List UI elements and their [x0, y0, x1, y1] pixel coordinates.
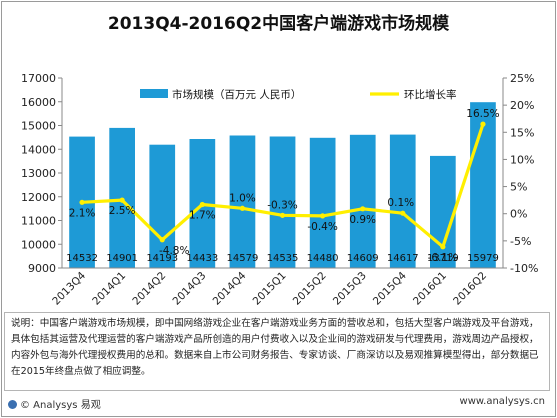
growth-value-label: 2.5% [109, 205, 136, 217]
growth-point [79, 199, 85, 205]
right-tick-label: 20% [510, 99, 534, 112]
growth-value-label: 2.1% [69, 207, 96, 219]
bar-value-label: 14901 [106, 253, 138, 264]
growth-value-label: -0.4% [307, 221, 337, 233]
x-tick-label: 2015Q2 [291, 270, 329, 308]
bar-value-label: 14579 [227, 253, 259, 264]
growth-point [400, 210, 406, 216]
bar [269, 136, 296, 268]
bar [470, 102, 496, 268]
growth-value-label: 16.5% [466, 108, 499, 120]
right-tick-label: 10% [510, 153, 534, 166]
x-tick-label: 2015Q4 [371, 269, 409, 307]
right-tick-label: 15% [510, 126, 534, 139]
x-tick-label: 2015Q1 [251, 270, 289, 308]
bar [149, 144, 176, 268]
left-tick-label: 16000 [21, 96, 56, 109]
right-tick-label: 25% [510, 72, 534, 85]
bar [349, 134, 376, 268]
x-tick-label: 2016Q1 [411, 270, 449, 308]
left-tick-label: 14000 [21, 143, 56, 156]
left-tick-label: 10000 [21, 238, 56, 251]
growth-point [199, 201, 205, 208]
x-tick-label: 2015Q3 [331, 270, 369, 308]
growth-point [159, 237, 165, 243]
bar-value-label: 14480 [307, 253, 339, 264]
growth-value-label: -6.1% [428, 252, 458, 264]
growth-value-label: 1.0% [229, 192, 256, 204]
growth-value-label: -0.3% [267, 199, 297, 211]
bar [229, 135, 256, 268]
growth-point [239, 205, 246, 211]
bar [309, 137, 336, 268]
right-tick-label: 0% [510, 208, 527, 221]
x-tick-label: 2014Q4 [211, 269, 249, 307]
left-tick-label: 11000 [21, 215, 56, 228]
combo-chart: 9000 10000 11000 12000 13000 14000 15000 16000 1… [21, 72, 538, 308]
note-box: 说明：中国客户端游戏市场规模，即中国网络游戏企业在客户端游戏业务方面的营收总和，… [4, 312, 550, 391]
growth-value-label: 1.7% [189, 209, 216, 221]
growth-point [360, 206, 366, 212]
growth-point [279, 212, 286, 218]
chart-note: 说明：中国客户端游戏市场规模，即中国网络游戏企业在客户端游戏业务方面的营收总和，… [11, 318, 539, 377]
bar-value-label: 14193 [146, 253, 178, 264]
right-tick-label: -10% [510, 262, 538, 275]
bar-value-label: 14609 [347, 253, 379, 264]
footer-url: www.analysys.cn [459, 396, 545, 407]
legend-bar-label: 市场规模（百万元 人民币） [172, 88, 301, 101]
bar-value-label: 15979 [467, 253, 499, 264]
legend-line-label: 环比增长率 [404, 88, 457, 101]
right-tick-label: -5% [510, 235, 531, 248]
bar-value-label: 14617 [387, 253, 419, 264]
x-tick-label: 2014Q1 [90, 270, 128, 308]
footer-brand-text: © Analysys 易观 [20, 400, 101, 411]
growth-point [480, 121, 486, 127]
x-tick-label: 2014Q2 [130, 270, 168, 308]
growth-point [119, 197, 125, 203]
bar-value-label: 13719 [427, 253, 459, 264]
analysys-logo-icon [8, 400, 17, 409]
growth-value-label: 0.1% [387, 197, 414, 209]
bar-value-label: 14535 [267, 253, 299, 264]
legend-bar-swatch [140, 89, 168, 98]
bar [389, 134, 416, 268]
bar-value-label: 14532 [66, 253, 98, 264]
growth-point [319, 213, 326, 219]
growth-value-label: -4.8% [159, 245, 189, 257]
left-tick-label: 12000 [21, 191, 56, 204]
left-tick-label: 13000 [21, 167, 56, 180]
bar-value-label: 14433 [186, 253, 218, 264]
footer-brand: © Analysys 易观 [8, 396, 101, 411]
x-tick-label: 2013Q4 [50, 269, 88, 307]
growth-point [440, 244, 446, 250]
left-tick-label: 15000 [21, 120, 56, 133]
growth-value-label: 0.9% [349, 214, 376, 226]
right-tick-label: 5% [510, 181, 527, 194]
x-tick-label: 2014Q3 [170, 270, 208, 308]
left-tick-label: 17000 [21, 72, 56, 85]
x-tick-label: 2016Q2 [451, 270, 489, 308]
chart-title: 2013Q4-2016Q2中国客户端游戏市场规模 [107, 14, 450, 34]
left-tick-label: 9000 [28, 262, 56, 275]
